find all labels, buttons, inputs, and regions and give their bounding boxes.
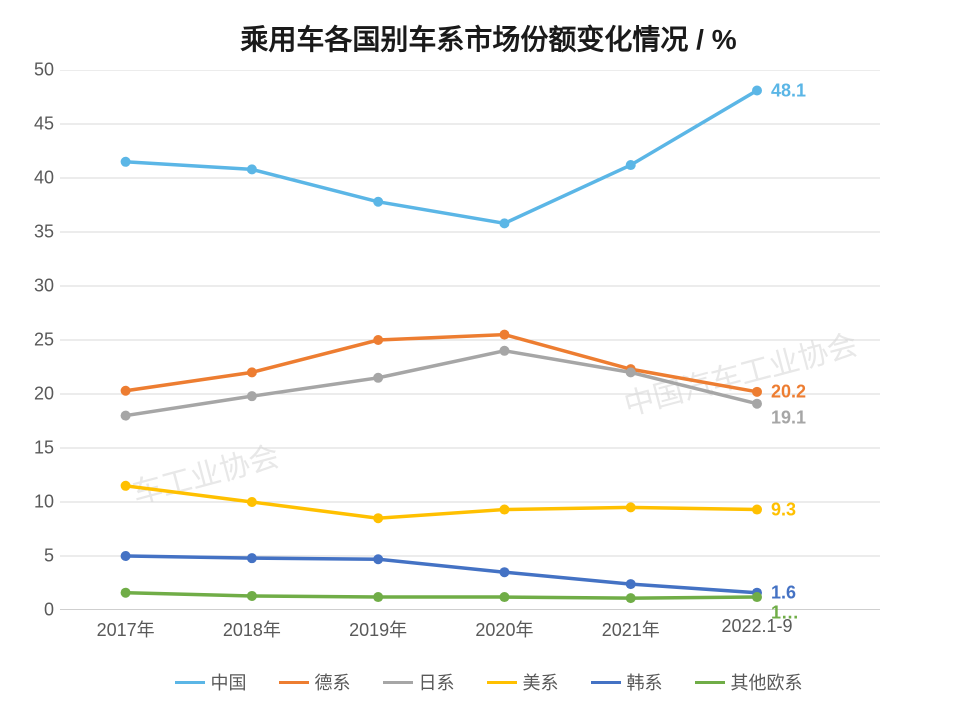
series-end-label: 1…	[771, 603, 799, 624]
series-marker	[499, 346, 509, 356]
legend-label: 德系	[315, 669, 351, 695]
x-tick-label: 2018年	[223, 616, 281, 642]
chart-container: 乘用车各国别车系市场份额变化情况 / % 车工业协会中国汽车工业协会051015…	[0, 0, 977, 705]
series-marker	[373, 554, 383, 564]
y-tick-label: 5	[44, 546, 54, 567]
series-marker	[247, 164, 257, 174]
y-tick-label: 45	[34, 114, 54, 135]
series-marker	[373, 513, 383, 523]
legend-label: 中国	[211, 669, 247, 695]
y-tick-label: 35	[34, 222, 54, 243]
legend-label: 美系	[523, 669, 559, 695]
series-end-label: 48.1	[771, 80, 806, 101]
series-marker	[626, 579, 636, 589]
series-end-label: 9.3	[771, 499, 796, 520]
series-marker	[626, 593, 636, 603]
series-end-label: 19.1	[771, 407, 806, 428]
series-marker	[247, 391, 257, 401]
y-tick-label: 40	[34, 168, 54, 189]
series-marker	[626, 160, 636, 170]
series-marker	[121, 481, 131, 491]
legend-swatch	[695, 681, 725, 684]
chart-title: 乘用车各国别车系市场份额变化情况 / %	[0, 18, 977, 58]
series-line	[126, 351, 757, 416]
series-marker	[247, 367, 257, 377]
chart-svg	[60, 70, 880, 610]
series-marker	[499, 592, 509, 602]
legend-swatch	[383, 681, 413, 684]
series-marker	[752, 86, 762, 96]
legend-swatch	[487, 681, 517, 684]
series-end-label: 20.2	[771, 381, 806, 402]
series-marker	[626, 502, 636, 512]
series-marker	[499, 567, 509, 577]
x-tick-label: 2017年	[97, 616, 155, 642]
legend: 中国 德系 日系 美系 韩系 其他欧系	[0, 669, 977, 695]
y-tick-label: 20	[34, 384, 54, 405]
series-line	[126, 556, 757, 593]
series-end-label: 1.6	[771, 582, 796, 603]
x-tick-label: 2019年	[349, 616, 407, 642]
legend-item: 其他欧系	[695, 669, 803, 695]
series-marker	[121, 411, 131, 421]
series-marker	[752, 505, 762, 515]
legend-item: 韩系	[591, 669, 663, 695]
series-marker	[121, 386, 131, 396]
series-line	[126, 593, 757, 598]
legend-item: 德系	[279, 669, 351, 695]
series-marker	[373, 197, 383, 207]
series-marker	[752, 387, 762, 397]
series-marker	[247, 591, 257, 601]
legend-item: 日系	[383, 669, 455, 695]
x-tick-label: 2020年	[475, 616, 533, 642]
legend-swatch	[175, 681, 205, 684]
series-marker	[499, 505, 509, 515]
legend-item: 美系	[487, 669, 559, 695]
y-tick-label: 0	[44, 600, 54, 621]
legend-swatch	[591, 681, 621, 684]
legend-label: 其他欧系	[731, 669, 803, 695]
x-tick-label: 2021年	[602, 616, 660, 642]
series-line	[126, 91, 757, 224]
series-marker	[247, 553, 257, 563]
series-marker	[499, 330, 509, 340]
series-marker	[752, 399, 762, 409]
legend-label: 日系	[419, 669, 455, 695]
series-marker	[499, 218, 509, 228]
y-tick-label: 10	[34, 492, 54, 513]
series-marker	[373, 335, 383, 345]
legend-item: 中国	[175, 669, 247, 695]
y-tick-label: 25	[34, 330, 54, 351]
series-marker	[373, 373, 383, 383]
series-marker	[373, 592, 383, 602]
y-tick-label: 50	[34, 60, 54, 81]
series-marker	[626, 367, 636, 377]
y-tick-label: 15	[34, 438, 54, 459]
series-marker	[121, 588, 131, 598]
series-marker	[247, 497, 257, 507]
series-marker	[121, 551, 131, 561]
y-tick-label: 30	[34, 276, 54, 297]
legend-swatch	[279, 681, 309, 684]
plot-area: 车工业协会中国汽车工业协会051015202530354045502017年20…	[60, 70, 880, 610]
series-marker	[752, 592, 762, 602]
legend-label: 韩系	[627, 669, 663, 695]
series-marker	[121, 157, 131, 167]
